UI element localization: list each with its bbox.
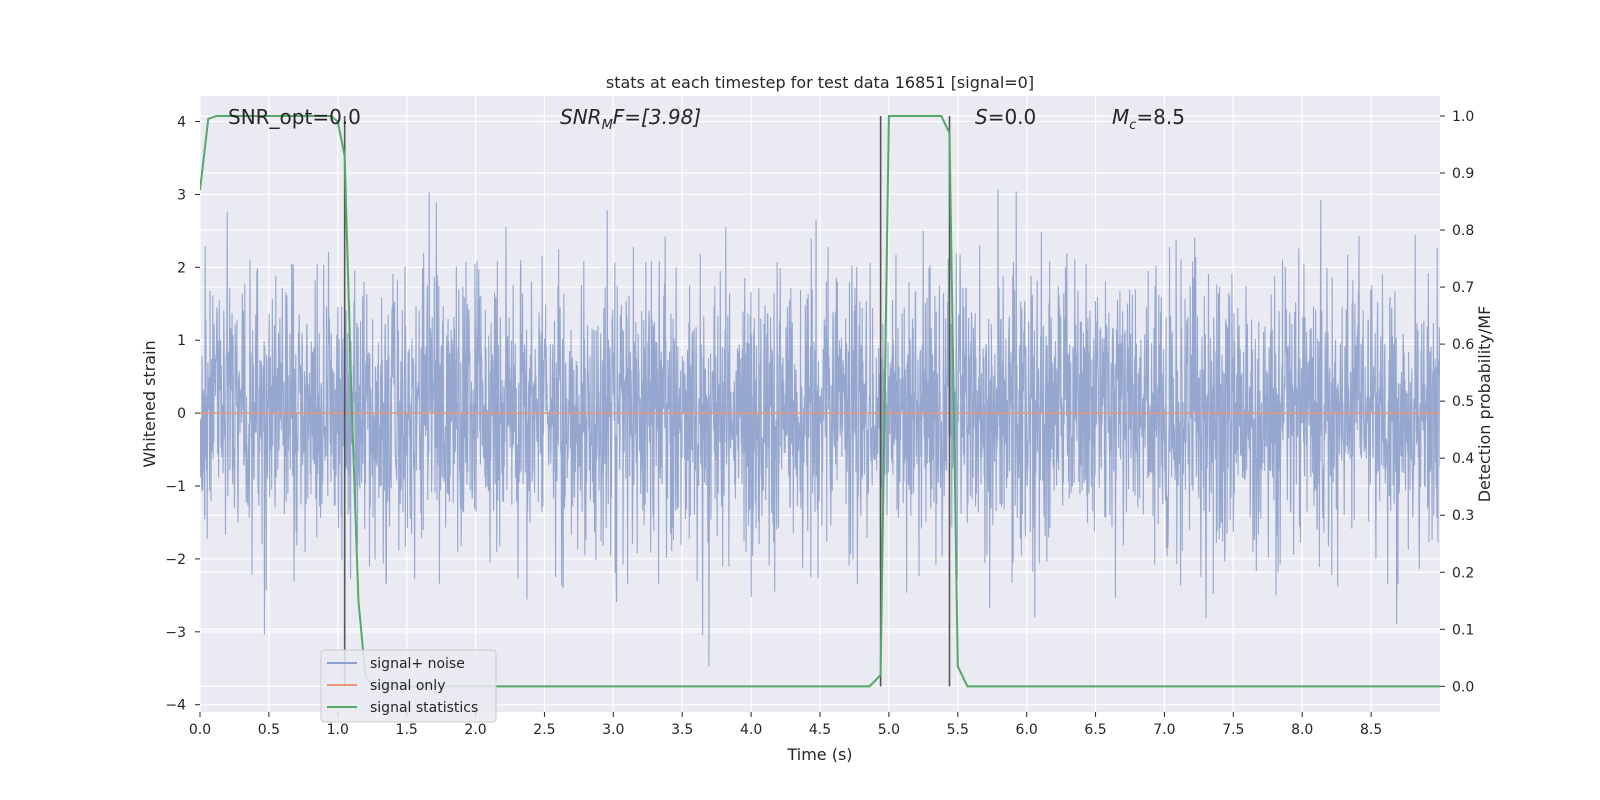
y-axis-ticks: 4 3 2 1 0 −1 −2 −3 −4	[165, 115, 200, 714]
y-tick-label: 1	[177, 333, 186, 349]
x-tick-label: 6.0	[1016, 722, 1038, 738]
y2-tick-label: 0.6	[1452, 337, 1474, 353]
x-tick-label: 8.0	[1291, 722, 1313, 738]
x-tick-label: 6.5	[1084, 722, 1106, 738]
x-tick-label: 3.0	[602, 722, 624, 738]
y2-tick-label: 0.8	[1452, 223, 1474, 239]
x-tick-label: 2.5	[533, 722, 555, 738]
legend-label-signal-statistics: signal statistics	[370, 700, 478, 716]
vertical-markers	[343, 115, 951, 687]
plot-area	[200, 114, 1440, 688]
y2-axis-label: Detection probability/MF	[1475, 306, 1494, 503]
x-axis-label: Time (s)	[786, 745, 852, 764]
signal-statistics-series	[200, 114, 1440, 688]
y2-axis-ticks: 1.0 0.9 0.8 0.7 0.6 0.5 0.4 0.3 0.2 0.1 0.0	[1440, 109, 1474, 695]
y-tick-label: 3	[177, 187, 186, 203]
legend-label-signal-only: signal only	[370, 678, 445, 694]
annotation-snr-opt: SNR_opt=0.0	[228, 105, 361, 129]
y2-tick-label: 0.2	[1452, 565, 1474, 581]
y-tick-label: −2	[165, 552, 186, 568]
y2-tick-label: 0.7	[1452, 280, 1474, 296]
signal-statistics-line	[200, 114, 1440, 688]
x-tick-label: 1.5	[396, 722, 418, 738]
y-tick-label: 4	[177, 115, 186, 131]
x-tick-label: 7.0	[1153, 722, 1175, 738]
x-tick-label: 5.0	[878, 722, 900, 738]
x-tick-label: 1.0	[327, 722, 349, 738]
x-axis-ticks: 0.0 0.5 1.0 1.5 2.0 2.5 3.0 3.5 4.0 4.5 5.0 5.5 6.0 6…	[189, 712, 1382, 738]
x-tick-label: 3.5	[671, 722, 693, 738]
annotation-s: S=0.0	[975, 105, 1036, 129]
y2-tick-label: 0.0	[1452, 679, 1474, 695]
signal-noise-line	[200, 189, 1440, 667]
x-tick-label: 5.5	[947, 722, 969, 738]
legend-label-signal-noise: signal+ noise	[370, 656, 465, 672]
x-tick-label: 4.0	[740, 722, 762, 738]
signal-noise-series	[200, 189, 1440, 667]
legend: signal+ noise signal only signal statist…	[320, 649, 497, 723]
y2-tick-label: 0.1	[1452, 622, 1474, 638]
x-tick-label: 4.5	[809, 722, 831, 738]
chart-title: stats at each timestep for test data 168…	[606, 73, 1034, 92]
y-tick-label: 2	[177, 260, 186, 276]
y-axis-label: Whitened strain	[140, 340, 159, 467]
y2-tick-label: 0.5	[1452, 394, 1474, 410]
y2-tick-label: 0.4	[1452, 451, 1474, 467]
x-tick-label: 2.0	[464, 722, 486, 738]
y-tick-label: 0	[177, 406, 186, 422]
y-tick-label: −1	[165, 479, 186, 495]
y-tick-label: −4	[165, 698, 186, 714]
y-tick-label: −3	[165, 625, 186, 641]
y2-tick-label: 1.0	[1452, 109, 1474, 125]
legend-box	[320, 649, 497, 723]
y2-tick-label: 0.3	[1452, 508, 1474, 524]
annotation-mc: Mc=8.5	[1112, 105, 1185, 133]
x-tick-label: 0.0	[189, 722, 211, 738]
x-tick-label: 7.5	[1222, 722, 1244, 738]
annotation-snr-mf: SNRMF=[3.98]	[560, 105, 701, 133]
x-tick-label: 8.5	[1360, 722, 1382, 738]
x-tick-label: 0.5	[258, 722, 280, 738]
y2-tick-label: 0.9	[1452, 166, 1474, 182]
